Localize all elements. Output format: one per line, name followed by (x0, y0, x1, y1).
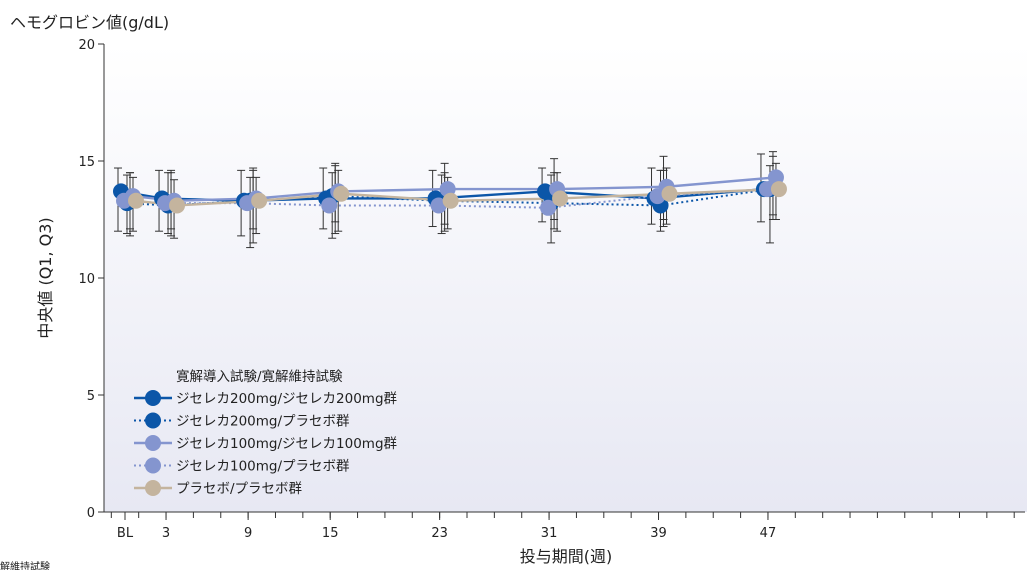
x-tick-label: BL (117, 526, 134, 541)
legend-marker (145, 435, 161, 451)
data-point (333, 185, 350, 202)
x-axis-title: 投与期間(週) (520, 547, 613, 566)
y-tick-label: 10 (78, 272, 95, 287)
x-tick-label: 23 (431, 526, 448, 541)
plot-background (104, 44, 1027, 512)
y-axis-top-title: ヘモグロビン値(g/dL) (10, 13, 169, 32)
data-point (157, 195, 174, 212)
y-tick-label: 0 (87, 506, 95, 521)
x-tick-label: 15 (322, 526, 339, 541)
legend-label: ジセレカ200mg/ジセレカ200mg群 (176, 391, 398, 407)
x-tick-label: 3 (162, 526, 170, 541)
data-point (649, 188, 666, 205)
legend-title: 寛解導入試験/寛解維持試験 (176, 368, 343, 385)
data-point (116, 192, 132, 209)
data-point (239, 195, 256, 212)
data-point (430, 197, 447, 214)
series-line (126, 188, 771, 207)
data-point (552, 190, 569, 207)
x-tick-label: 47 (760, 526, 777, 541)
x-tick-label: 9 (244, 526, 252, 541)
legend-label: ジセレカ200mg/プラセボ群 (176, 414, 350, 430)
y-axis-side-title: 中央値 (Q1, Q3) (36, 217, 55, 338)
legend-label: プラセボ/プラセボ群 (176, 481, 303, 497)
y-tick-label: 20 (78, 38, 95, 53)
footnote: 解維持試験 (0, 560, 50, 570)
y-tick-label: 15 (78, 155, 95, 170)
y-tick-label: 5 (87, 389, 95, 404)
series-line (123, 188, 768, 209)
legend-label: ジセレカ100mg/プラセボ群 (176, 459, 350, 475)
data-point (661, 185, 678, 202)
data-point (128, 192, 144, 209)
x-tick-label: 31 (541, 526, 558, 541)
x-tick-label: 39 (650, 526, 667, 541)
series-markers (113, 169, 787, 216)
series-line (132, 176, 777, 202)
legend-marker (145, 480, 161, 496)
data-point (442, 192, 459, 209)
legend-marker (145, 457, 161, 474)
legend: 寛解導入試験/寛解維持試験 ジセレカ200mg/ジセレカ200mg群ジセレカ20… (134, 368, 398, 497)
data-point (770, 181, 787, 198)
legend-label: ジセレカ100mg/ジセレカ100mg群 (176, 436, 398, 452)
data-point (321, 197, 338, 214)
data-point (251, 192, 268, 209)
legend-marker (145, 412, 161, 429)
data-point (169, 197, 186, 214)
legend-marker (145, 390, 161, 406)
data-point (540, 199, 557, 216)
data-point (758, 181, 775, 198)
